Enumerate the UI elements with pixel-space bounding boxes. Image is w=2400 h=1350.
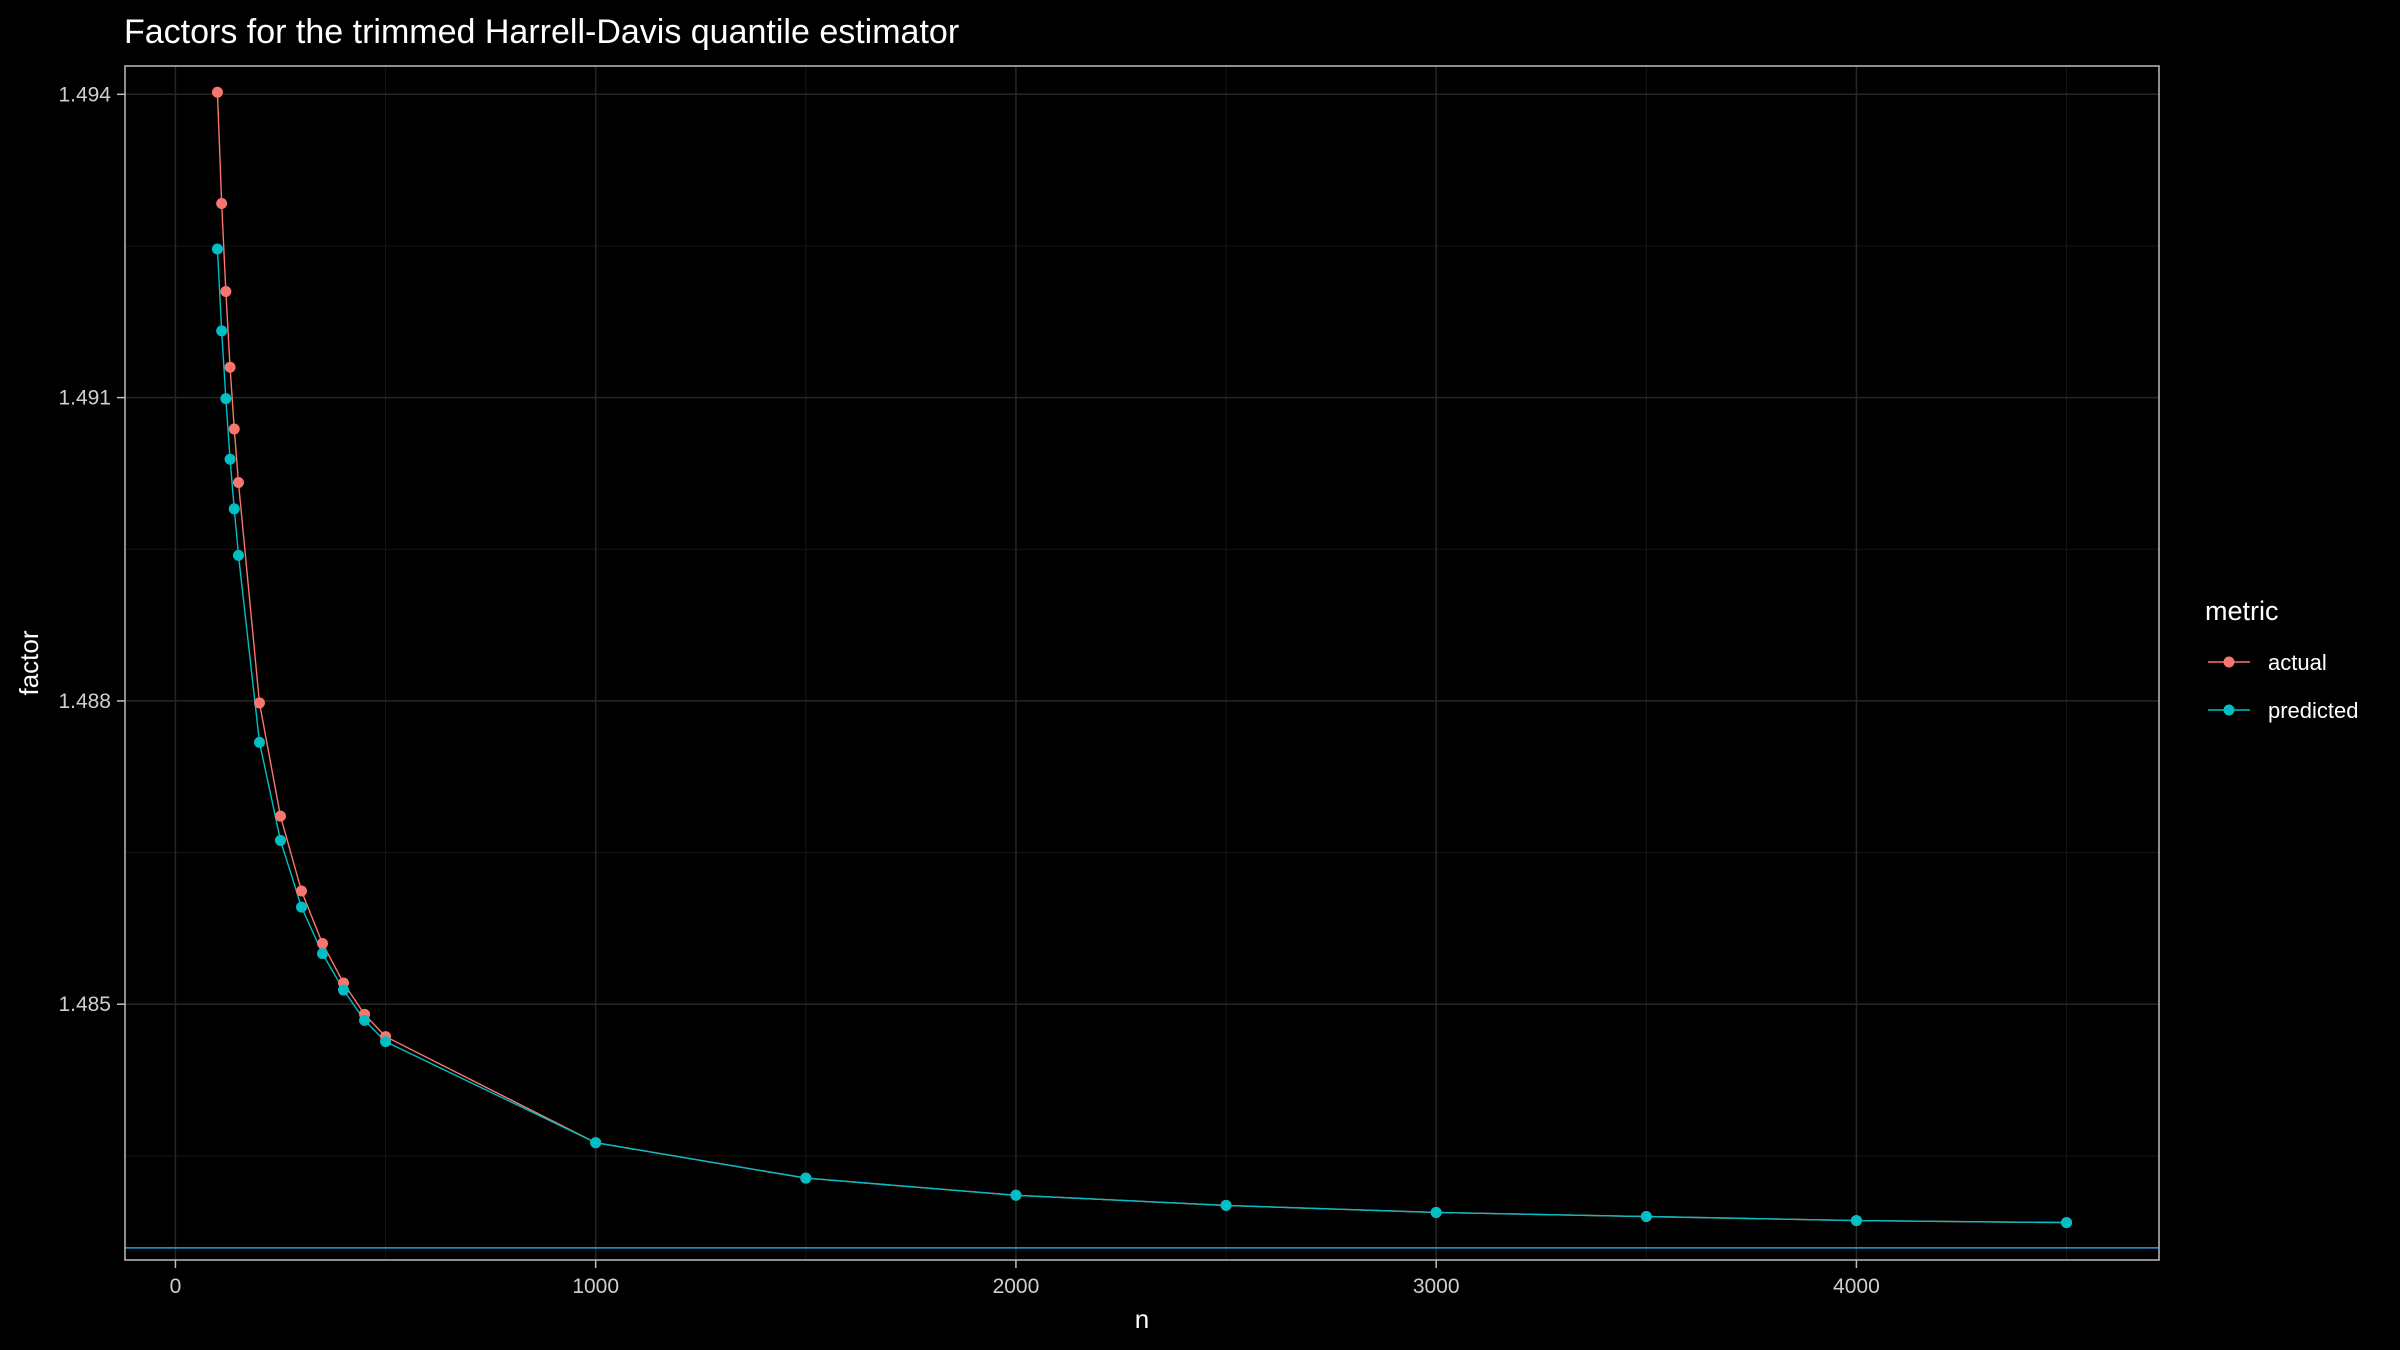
point-predicted-17: [1430, 1206, 1442, 1218]
x-axis-title: n: [1135, 1304, 1149, 1334]
point-predicted-18: [1640, 1211, 1652, 1223]
major-gridlines: [125, 66, 2159, 1260]
point-predicted-20: [2061, 1217, 2073, 1229]
y-tick-label-1: 1.488: [58, 690, 111, 713]
point-predicted-16: [1220, 1199, 1232, 1211]
point-predicted-8: [296, 901, 308, 913]
minor-gridlines: [125, 66, 2159, 1260]
point-actual-4: [228, 423, 240, 435]
x-tick-label-0: 0: [170, 1275, 182, 1298]
y-tick-label-3: 1.494: [58, 83, 111, 106]
point-predicted-7: [274, 834, 286, 846]
legend-label-predicted: predicted: [2268, 698, 2359, 723]
legend-items: actual predicted: [2208, 650, 2359, 723]
legend: metric actual predicted: [2205, 596, 2359, 723]
point-predicted-1: [216, 325, 228, 337]
point-predicted-13: [590, 1137, 602, 1149]
plot-panel-background: [125, 66, 2159, 1260]
x-tick-label-1: 1000: [572, 1275, 619, 1298]
x-tick-label-3: 3000: [1413, 1275, 1460, 1298]
x-axis: 0 1000 2000 3000 4000: [170, 1260, 1880, 1298]
plot-panel: [124, 65, 2160, 1261]
legend-key-point-actual: [2223, 656, 2235, 668]
point-predicted-3: [224, 453, 236, 465]
point-predicted-12: [380, 1036, 392, 1048]
point-predicted-0: [211, 243, 223, 255]
point-actual-0: [211, 86, 223, 98]
point-actual-6: [253, 697, 265, 709]
chart-title: Factors for the trimmed Harrell-Davis qu…: [124, 13, 959, 51]
y-tick-label-0: 1.485: [58, 993, 111, 1016]
plot-panel-border: [124, 65, 2160, 1261]
point-actual-2: [220, 285, 232, 297]
legend-label-actual: actual: [2268, 650, 2327, 675]
point-actual-3: [224, 361, 236, 373]
y-axis: 1.485 1.488 1.491 1.494: [58, 83, 125, 1016]
point-actual-5: [232, 477, 244, 489]
point-predicted-4: [228, 503, 240, 515]
x-tick-label-4: 4000: [1833, 1275, 1880, 1298]
legend-title: metric: [2205, 596, 2279, 626]
series-points: [211, 86, 2073, 1229]
y-axis-title: factor: [14, 630, 44, 695]
legend-key-point-predicted: [2223, 704, 2235, 716]
point-predicted-9: [317, 948, 329, 960]
point-predicted-19: [1850, 1215, 1862, 1227]
point-predicted-6: [253, 736, 265, 748]
point-predicted-2: [220, 393, 232, 405]
point-actual-1: [216, 197, 228, 209]
point-predicted-11: [359, 1014, 371, 1026]
point-predicted-14: [800, 1172, 812, 1184]
point-predicted-10: [338, 984, 350, 996]
x-tick-label-2: 2000: [993, 1275, 1040, 1298]
point-predicted-5: [232, 549, 244, 561]
point-predicted-15: [1010, 1189, 1022, 1201]
point-actual-9: [317, 938, 329, 950]
point-actual-7: [274, 810, 286, 822]
y-tick-label-2: 1.491: [58, 387, 111, 410]
point-actual-8: [296, 885, 308, 897]
